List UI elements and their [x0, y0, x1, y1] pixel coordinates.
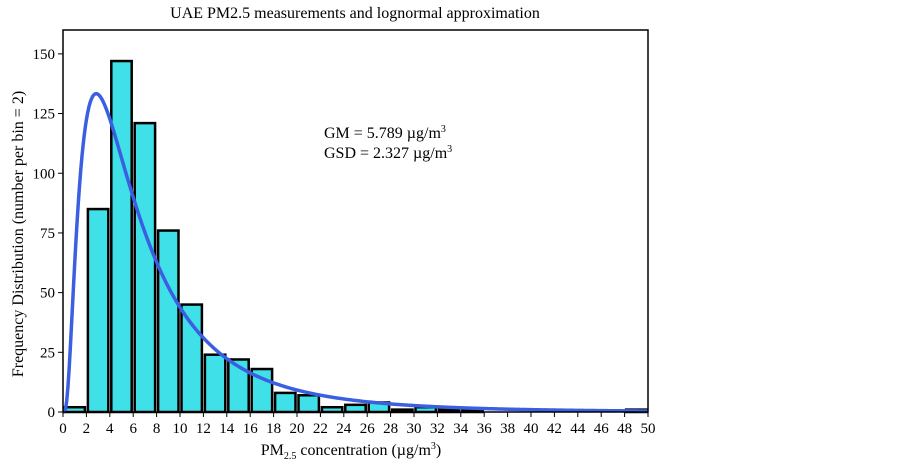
x-tick-label: 28: [383, 421, 398, 437]
x-tick-label: 48: [617, 421, 632, 437]
y-tick-label: 0: [48, 405, 56, 421]
annotation-gm: GM = 5.789 µg/m3: [324, 124, 446, 142]
y-tick-label: 25: [40, 345, 55, 361]
x-tick-label: 2: [83, 421, 91, 437]
x-tick-label: 32: [430, 421, 445, 437]
bar: [344, 403, 367, 414]
x-tick-label: 36: [477, 421, 493, 437]
x-axis-label-close: ): [436, 442, 441, 459]
annotation-gsd-superscript: 3: [447, 144, 452, 155]
bar: [156, 229, 180, 414]
x-axis-label-suffix: concentration (µg/m: [296, 442, 431, 459]
bar: [86, 207, 110, 414]
annotation-gm-superscript: 3: [441, 124, 446, 135]
x-tick-label: 14: [219, 421, 235, 437]
x-tick-label: 18: [266, 421, 281, 437]
y-tick-label: 150: [33, 47, 56, 63]
bar: [297, 394, 321, 414]
annotation-gsd-text: GSD = 2.327 µg/m: [324, 145, 448, 162]
x-tick-label: 30: [407, 421, 422, 437]
y-tick-label: 50: [40, 286, 55, 302]
annotation-box: GM = 5.789 µg/m3 GSD = 2.327 µg/m3: [324, 124, 452, 162]
plot-frame: [62, 29, 649, 413]
bar: [180, 303, 204, 414]
x-tick-label: 34: [453, 421, 469, 437]
x-tick-label: 10: [173, 421, 188, 437]
x-tick-label: 24: [336, 421, 352, 437]
x-axis-label-superscript: 3: [431, 441, 436, 452]
x-tick-label: 6: [129, 421, 137, 437]
bar: [133, 121, 157, 414]
bar: [203, 353, 227, 414]
fit-curve: [62, 91, 649, 414]
x-tick-label: 8: [153, 421, 161, 437]
annotation-gsd: GSD = 2.327 µg/m3: [324, 144, 452, 162]
y-tick-label: 125: [33, 107, 56, 123]
x-axis-label-prefix: PM: [261, 442, 284, 459]
annotation-gm-text: GM = 5.789 µg/m: [324, 125, 441, 142]
x-tick-label: 40: [524, 421, 539, 437]
x-tick-label: 4: [106, 421, 114, 437]
x-tick-label: 42: [547, 421, 562, 437]
x-tick-label: 0: [59, 421, 67, 437]
x-tick-label: 44: [570, 421, 586, 437]
bars-layer: [63, 59, 648, 414]
y-tick-label: 75: [40, 226, 55, 242]
x-tick-label: 50: [641, 421, 656, 437]
ticks-layer: 0 2 4 6 8 10 12 14 16 18 20 22 24 26 28 30 32 34 36 38 40 42 4…: [33, 47, 656, 437]
x-tick-label: 16: [243, 421, 259, 437]
x-tick-label: 12: [196, 421, 211, 437]
x-tick-label: 22: [313, 421, 328, 437]
x-axis-label: PM2.5 concentration (µg/m3): [261, 441, 441, 462]
x-tick-label: 26: [360, 421, 376, 437]
bar: [273, 391, 297, 414]
y-axis-label: Frequency Distribution (number per bin =…: [10, 91, 27, 377]
bar: [110, 59, 133, 414]
chart-title: UAE PM2.5 measurements and lognormal app…: [170, 5, 540, 22]
x-tick-label: 46: [594, 421, 610, 437]
fit-layer: [62, 91, 649, 414]
x-tick-label: 20: [290, 421, 305, 437]
y-tick-label: 100: [33, 166, 56, 182]
x-axis-label-subscript: 2.5: [284, 451, 297, 462]
x-tick-label: 38: [500, 421, 515, 437]
